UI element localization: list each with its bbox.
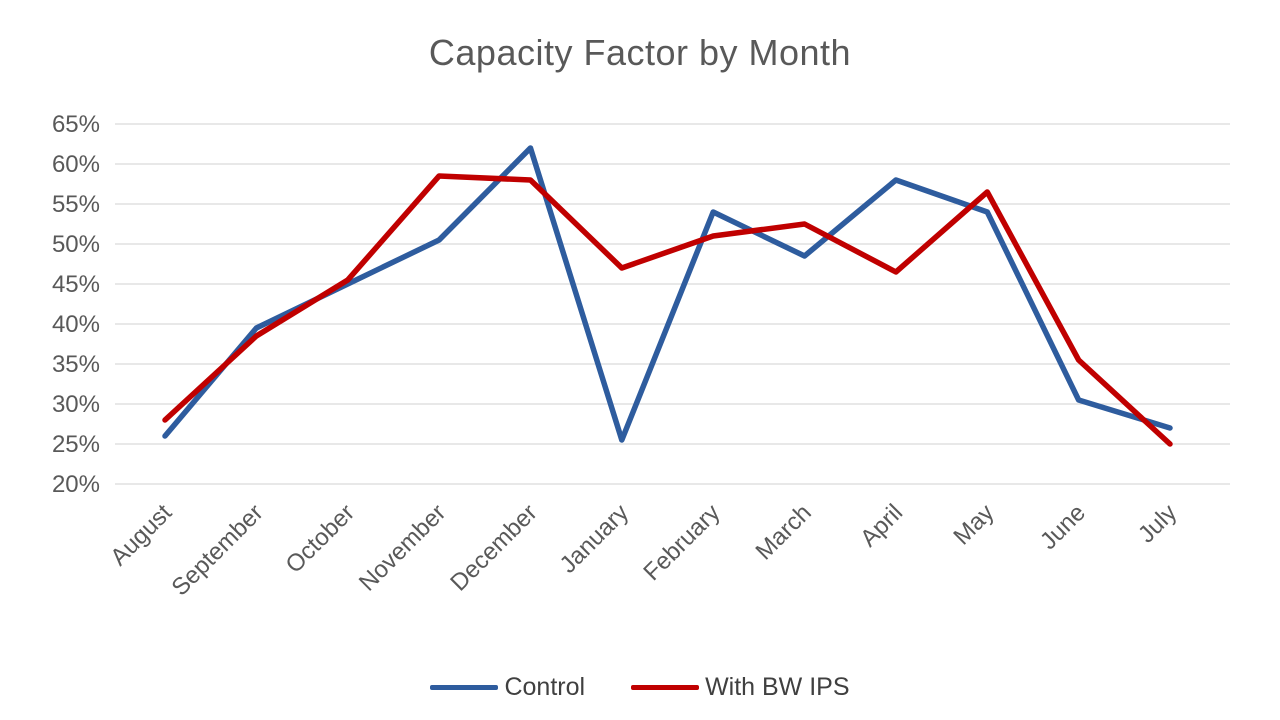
legend: Control With BW IPS bbox=[0, 673, 1280, 702]
y-axis-tick-label: 45% bbox=[52, 271, 100, 298]
series-line-with-bw-ips[interactable] bbox=[162, 173, 1173, 447]
x-axis-tick-label: August bbox=[105, 499, 177, 571]
series-line-control[interactable] bbox=[162, 145, 1173, 443]
x-axis-tick-label: September bbox=[166, 499, 268, 601]
x-axis-tick-label: January bbox=[555, 499, 634, 578]
x-axis-tick-label: October bbox=[281, 499, 360, 578]
legend-label-control: Control bbox=[504, 673, 586, 701]
y-axis-tick-label: 60% bbox=[52, 151, 100, 178]
x-axis-tick-label: April bbox=[855, 499, 908, 552]
legend-item-with-bw-ips[interactable]: With BW IPS bbox=[631, 673, 850, 702]
y-axis-tick-label: 65% bbox=[52, 111, 100, 138]
chart-title: Capacity Factor by Month bbox=[428, 32, 852, 73]
x-axis-tick-label: December bbox=[445, 499, 542, 596]
x-axis-tick-label: February bbox=[638, 499, 725, 586]
y-axis-tick-label: 40% bbox=[52, 311, 100, 338]
x-axis-tick-label: June bbox=[1035, 499, 1091, 555]
legend-label-with-bw-ips: With BW IPS bbox=[705, 673, 850, 701]
y-axis-tick-label: 35% bbox=[52, 351, 100, 378]
y-axis-tick-label: 25% bbox=[52, 431, 100, 458]
x-axis-tick-label: November bbox=[354, 499, 451, 596]
x-axis-tick-label: March bbox=[751, 499, 817, 565]
legend-item-control[interactable]: Control bbox=[430, 673, 585, 702]
y-axis-tick-label: 20% bbox=[52, 471, 100, 498]
y-axis-tick-label: 50% bbox=[52, 231, 100, 258]
y-axis-tick-label: 30% bbox=[52, 391, 100, 418]
x-axis-tick-label: July bbox=[1133, 499, 1182, 548]
with-bw-ips-line-swatch bbox=[631, 685, 700, 690]
y-axis-tick-label: 55% bbox=[52, 191, 100, 218]
control-line-swatch bbox=[430, 685, 499, 690]
x-axis-tick-label: May bbox=[948, 499, 999, 550]
